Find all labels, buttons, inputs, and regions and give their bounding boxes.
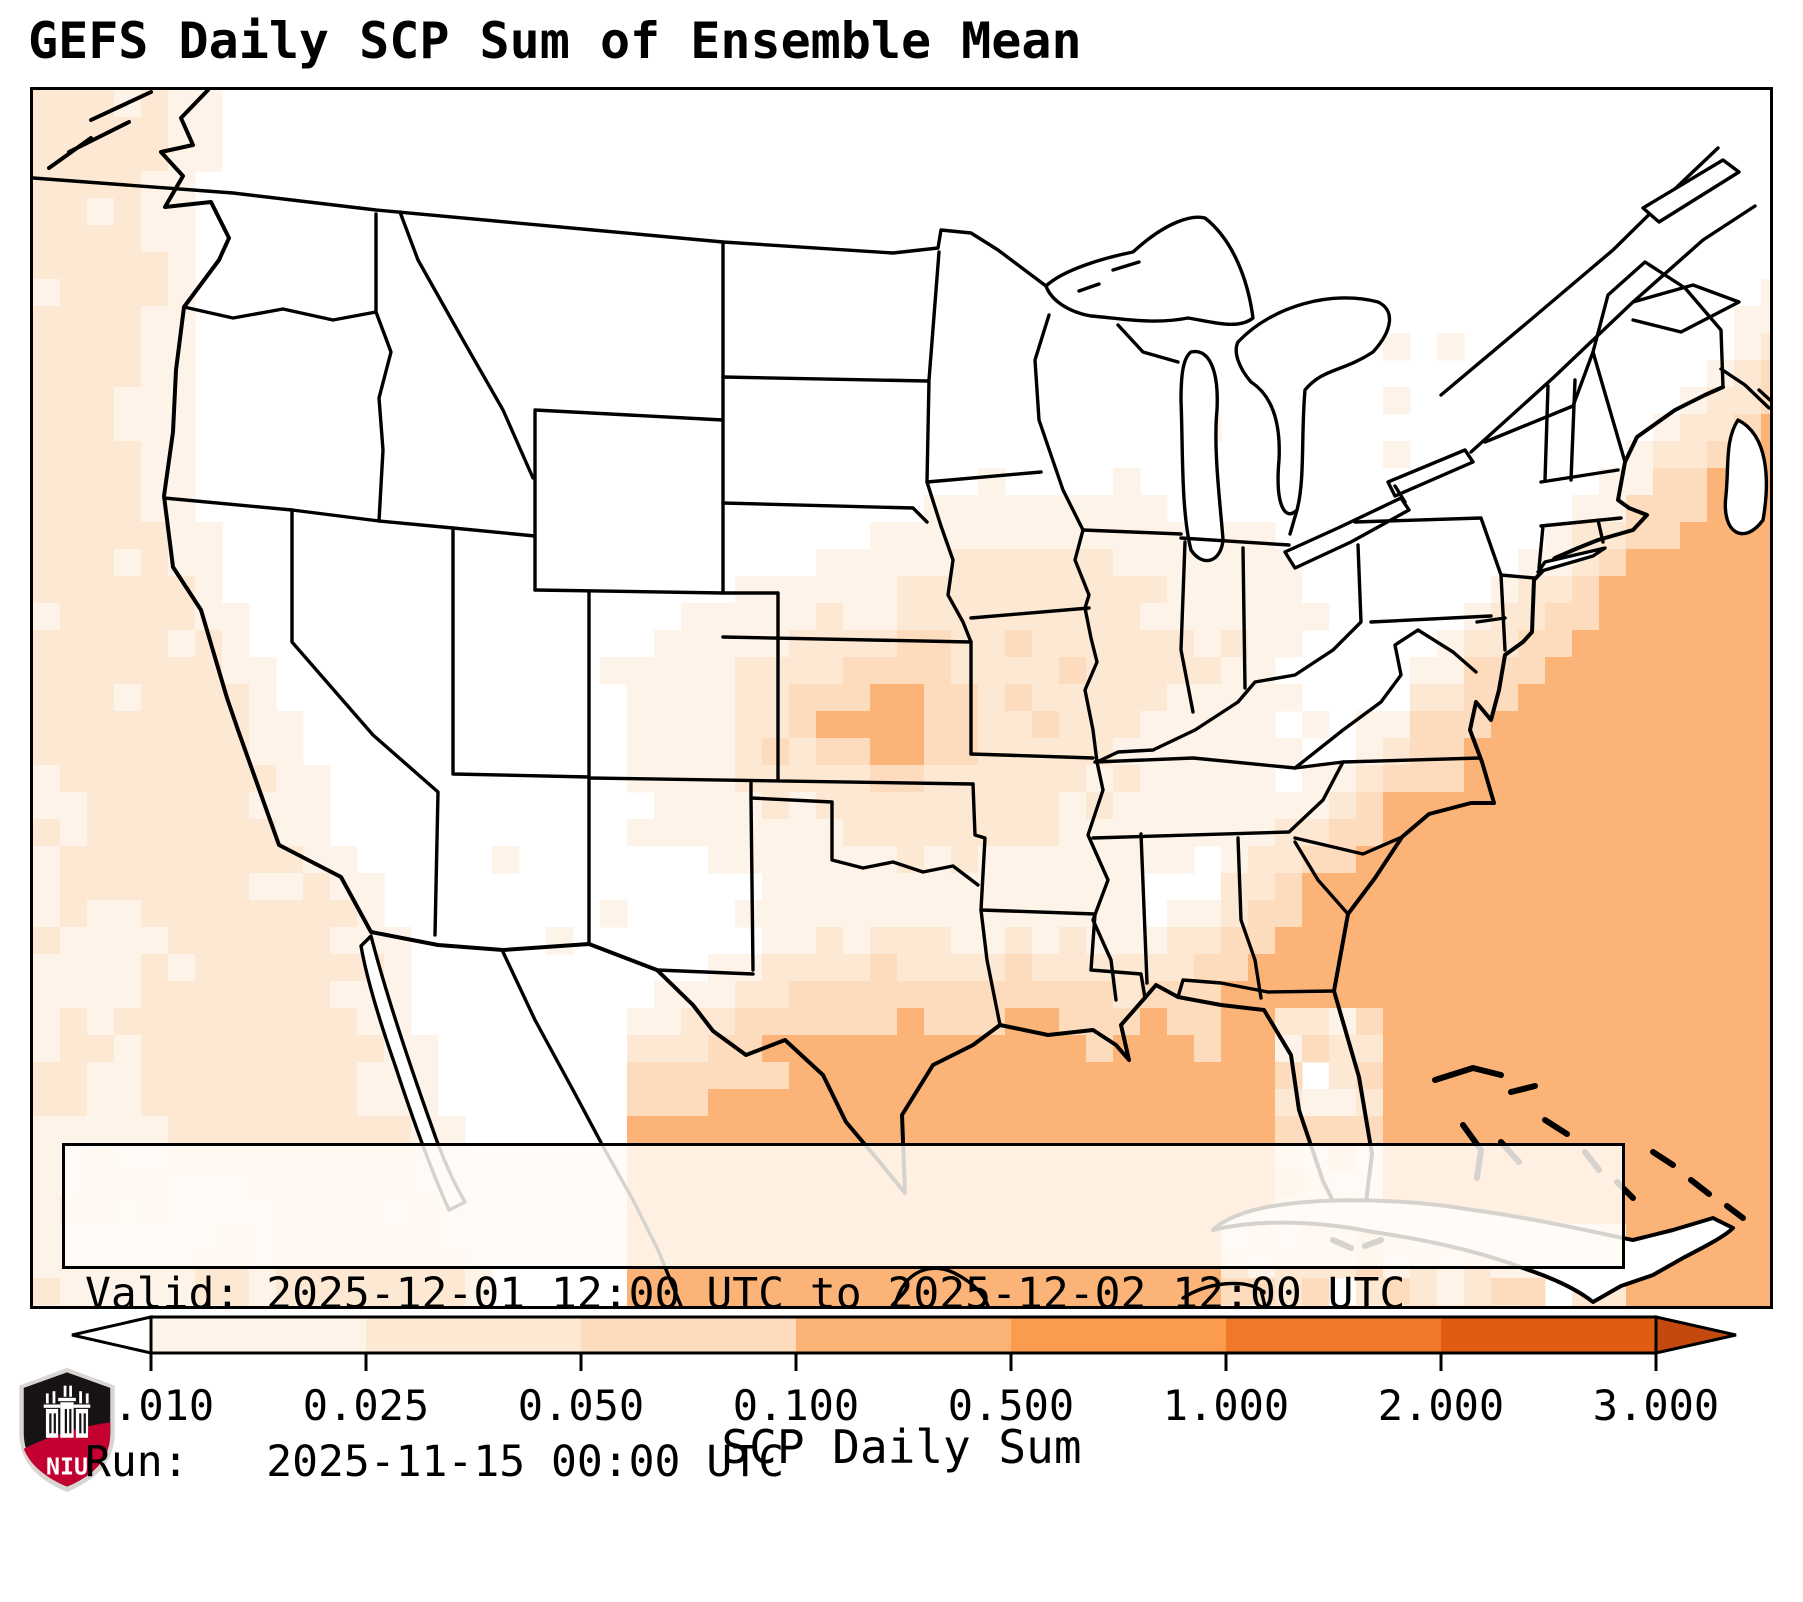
valid-run-info-box: Valid: 2025-12-01 12:00 UTC to 2025-12-0… (62, 1143, 1625, 1487)
yucatan-bay (893, 1266, 990, 1306)
lake-ontario (1386, 448, 1475, 498)
map-frame: Valid: 2025-12-01 12:00 UTC to 2025-12-0… (30, 87, 1773, 1487)
lake-details (1077, 260, 1407, 536)
valid-line: Valid: 2025-12-01 12:00 UTC to 2025-12-0… (85, 1269, 1406, 1319)
svg-text:1.000: 1.000 (1163, 1381, 1289, 1430)
svg-text:2.000: 2.000 (1378, 1381, 1504, 1430)
lake-erie (1283, 496, 1411, 570)
gaspe-peninsula (1631, 283, 1741, 334)
logo-red-band (23, 1422, 111, 1487)
state-borders (162, 210, 1627, 1027)
lake-michigan (1179, 349, 1225, 563)
bay-of-fundy (1719, 367, 1770, 410)
long-island (1536, 546, 1607, 574)
bc-coast-lines (47, 90, 153, 170)
colorbar-svg: 0.010 0.025 0.050 0.100 0.500 1.000 2.000 3.000 (71, 1315, 1737, 1430)
lake-huron (1234, 296, 1392, 516)
colorbar-segments (71, 1315, 1737, 1355)
yucatan-tip (1181, 1281, 1267, 1306)
great-lakes (1044, 215, 1475, 570)
forecast-map (33, 90, 1770, 1306)
colorbar: 0.010 0.025 0.050 0.100 0.500 1.000 2.000 3.000 (30, 1312, 1773, 1462)
logo-niu-text: NIU (46, 1453, 88, 1480)
lake-superior (1044, 215, 1255, 326)
svg-text:0.050: 0.050 (518, 1381, 644, 1430)
niu-logo: NIU (19, 1367, 115, 1493)
run-line: Run: 2025-11-15 00:00 UTC (85, 1437, 784, 1487)
svg-text:3.000: 3.000 (1593, 1381, 1719, 1430)
us-coastline (159, 90, 1725, 1232)
svg-text:0.025: 0.025 (303, 1381, 429, 1430)
northeast-canada-border (1483, 260, 1725, 444)
colorbar-tick-labels: 0.010 0.025 0.050 0.100 0.500 1.000 2.000 3.000 (88, 1381, 1719, 1430)
svg-text:0.500: 0.500 (948, 1381, 1074, 1430)
logo-castle-windows (49, 1408, 86, 1434)
svg-text:0.100: 0.100 (733, 1381, 859, 1430)
nova-scotia (1723, 418, 1769, 536)
colorbar-axis-label: SCP Daily Sum (721, 1420, 1082, 1474)
anticosti-island (1641, 158, 1741, 224)
colorbar-ticks (149, 1353, 1658, 1371)
canada-border (33, 176, 1048, 288)
page-title: GEFS Daily SCP Sum of Ensemble Mean (28, 12, 1082, 70)
